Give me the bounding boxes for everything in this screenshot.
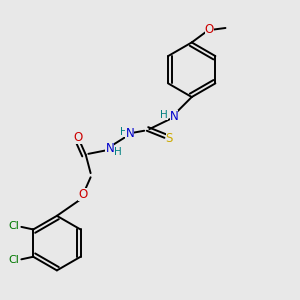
Text: H: H (120, 127, 128, 137)
Text: N: N (170, 110, 178, 123)
Text: O: O (78, 188, 87, 201)
Text: H: H (114, 147, 122, 157)
Text: H: H (160, 110, 168, 120)
Text: N: N (106, 142, 114, 155)
Text: Cl: Cl (8, 221, 20, 231)
Text: O: O (205, 23, 214, 36)
Text: Cl: Cl (8, 255, 20, 265)
Text: N: N (125, 128, 134, 140)
Text: S: S (166, 132, 173, 145)
Text: O: O (73, 131, 83, 144)
